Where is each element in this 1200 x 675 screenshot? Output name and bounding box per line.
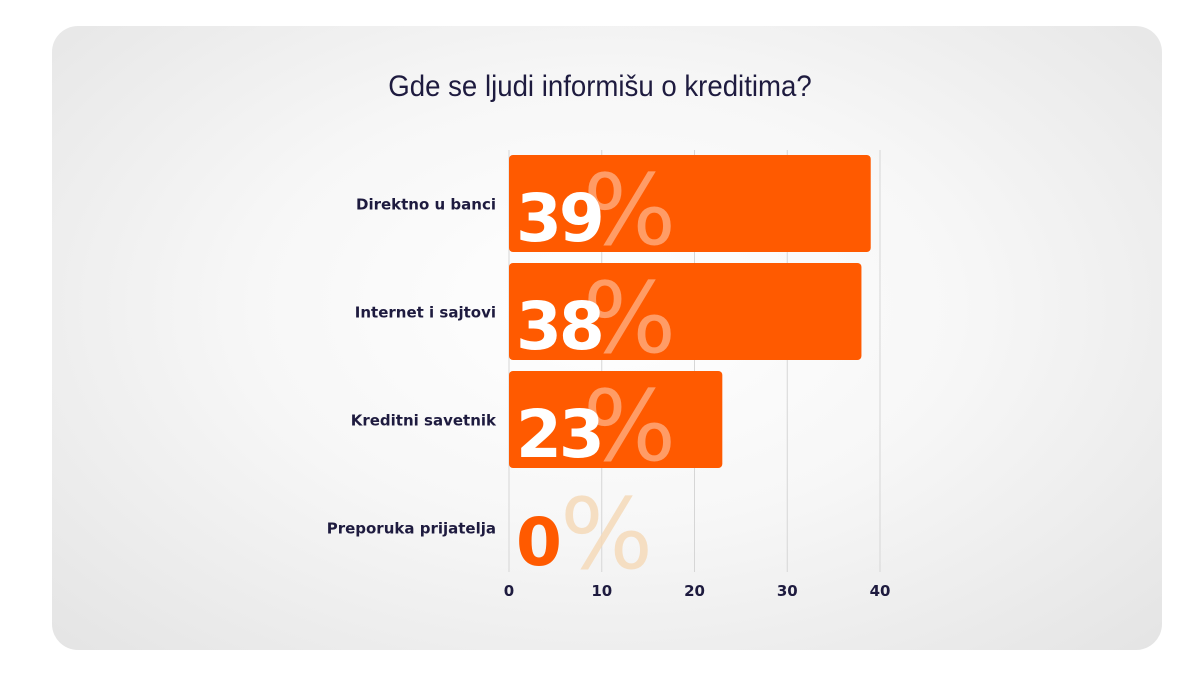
x-tick-label: 0 [504, 582, 514, 600]
bar [509, 371, 723, 468]
value-label: %39 [516, 154, 676, 268]
value-label-percent: % [583, 370, 676, 484]
value-label-number: 39 [516, 180, 602, 257]
value-label: %38 [516, 262, 676, 376]
x-tick-label: 10 [591, 582, 612, 600]
category-label: Preporuka prijatelja [327, 520, 496, 538]
chart-title: Gde se ljudi informišu o kreditima? [388, 70, 812, 103]
x-tick-label: 20 [684, 582, 705, 600]
bar [509, 263, 862, 360]
value-label-number: 0 [516, 504, 559, 581]
category-label: Direktno u banci [356, 196, 496, 214]
x-axis-ticks: 0 10 20 30 40 [504, 582, 891, 600]
value-label-number: 38 [516, 288, 602, 365]
category-label: Kreditni savetnik [351, 412, 497, 430]
x-tick-label: 30 [777, 582, 798, 600]
value-label-percent: % [583, 154, 676, 268]
value-label-percent: % [560, 478, 653, 592]
category-label: Internet i sajtovi [355, 304, 496, 322]
value-label-number: 23 [516, 396, 602, 473]
bar [509, 155, 871, 252]
value-label: %23 [516, 370, 676, 484]
bars: %39%38%23%0 [509, 154, 871, 592]
value-label: %0 [516, 478, 653, 592]
x-tick-label: 40 [870, 582, 891, 600]
value-label-percent: % [583, 262, 676, 376]
category-labels: Direktno u banci Internet i sajtovi Kredit… [327, 196, 497, 538]
